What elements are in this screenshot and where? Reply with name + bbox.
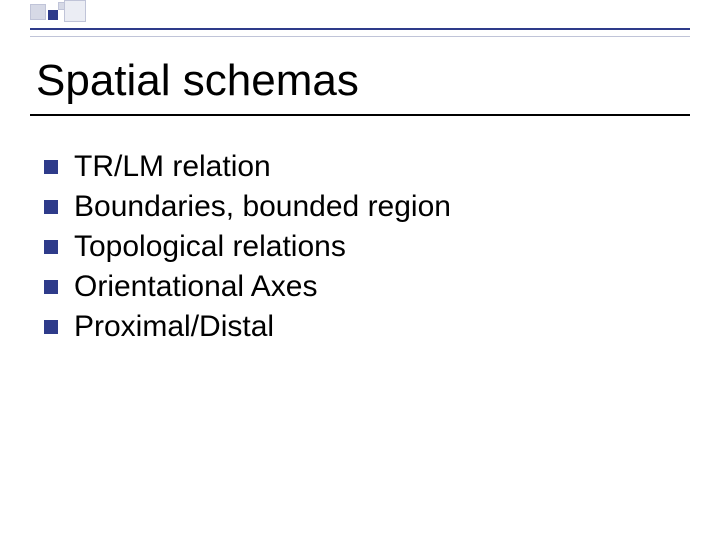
deco-square-dark <box>48 10 58 20</box>
list-item: TR/LM relation <box>44 150 684 184</box>
square-bullet-icon <box>44 320 58 334</box>
header-rule-thin <box>30 36 690 37</box>
square-bullet-icon <box>44 280 58 294</box>
square-bullet-icon <box>44 240 58 254</box>
list-item-text: Orientational Axes <box>74 270 317 304</box>
corner-decoration <box>0 0 720 30</box>
list-item: Boundaries, bounded region <box>44 190 684 224</box>
list-item: Proximal/Distal <box>44 310 684 344</box>
square-bullet-icon <box>44 200 58 214</box>
square-bullet-icon <box>44 160 58 174</box>
deco-square <box>30 4 46 20</box>
list-item-text: TR/LM relation <box>74 150 271 184</box>
deco-square <box>64 0 86 22</box>
list-item-text: Proximal/Distal <box>74 310 274 344</box>
bullet-list: TR/LM relation Boundaries, bounded regio… <box>44 150 684 350</box>
list-item-text: Topological relations <box>74 230 346 264</box>
list-item: Orientational Axes <box>44 270 684 304</box>
list-item: Topological relations <box>44 230 684 264</box>
list-item-text: Boundaries, bounded region <box>74 190 451 224</box>
header-rule-thick <box>30 28 690 30</box>
slide-title: Spatial schemas <box>36 56 359 106</box>
title-underline <box>30 114 690 116</box>
